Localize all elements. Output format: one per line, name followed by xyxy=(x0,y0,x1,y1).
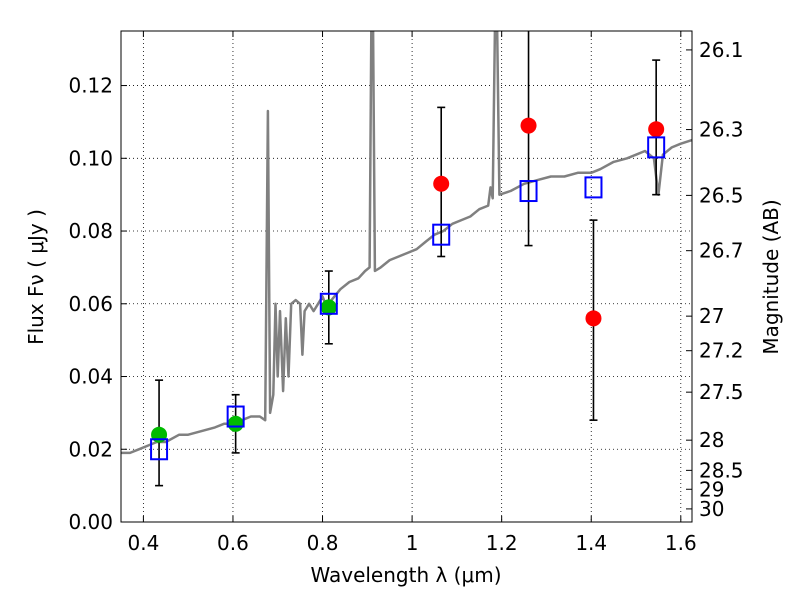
y2-tick-label: 26.5 xyxy=(699,183,744,207)
red-data-point xyxy=(585,310,602,327)
y2-tick-label: 27 xyxy=(699,304,724,328)
model-square-marker xyxy=(150,438,169,461)
y2-tick-label: 26.3 xyxy=(699,118,744,142)
y-tick-label: 0.00 xyxy=(68,510,113,534)
y2-axis-title: Magnitude (AB) xyxy=(759,199,783,354)
x-tick-label: 0.4 xyxy=(127,531,159,555)
y2-tick-label: 29 xyxy=(699,477,724,501)
model-square-marker xyxy=(432,223,451,246)
spectrum-layer xyxy=(121,31,692,455)
x-tick-label: 1.2 xyxy=(486,531,518,555)
x-axis-title: Wavelength λ (μm) xyxy=(310,563,501,587)
axes-layer: 0.4 0.6 0.8 1 1.2 1.4 1.6 0.00 0.02 0.04 0.06 0.08 0… xyxy=(68,31,744,555)
y-axis-title: Flux Fν ( μJy ) xyxy=(24,209,48,345)
y-tick-label: 0.10 xyxy=(68,146,113,170)
green-data-point xyxy=(227,415,244,432)
green-data-point xyxy=(320,299,337,316)
green-data-point xyxy=(151,426,168,443)
y-tick-label: 0.06 xyxy=(68,292,113,316)
x-tick-label: 0.8 xyxy=(307,531,339,555)
y-tick-label: 0.02 xyxy=(68,437,113,461)
red-data-point xyxy=(520,117,537,134)
x-tick-label: 1.6 xyxy=(665,531,697,555)
plot-frame xyxy=(120,30,693,523)
plot-area xyxy=(121,31,692,522)
model-square-marker xyxy=(584,176,603,199)
x-tick-label: 1 xyxy=(406,531,419,555)
y2-tick-label: 30 xyxy=(699,497,724,521)
y-tick-label: 0.04 xyxy=(68,365,113,389)
y2-tick-label: 27.5 xyxy=(699,380,744,404)
model-square-marker xyxy=(519,180,538,203)
y-tick-label: 0.12 xyxy=(68,74,113,98)
marker-layer xyxy=(150,117,666,461)
red-data-point xyxy=(433,175,450,192)
y2-tick-label: 28.5 xyxy=(699,458,744,482)
spectrum-line xyxy=(121,31,692,455)
y2-tick-label: 26.1 xyxy=(699,38,744,62)
red-data-point xyxy=(648,121,665,138)
model-square-marker xyxy=(226,405,245,428)
y-tick-label: 0.08 xyxy=(68,219,113,243)
x-tick-label: 0.6 xyxy=(217,531,249,555)
model-square-marker xyxy=(319,292,338,315)
y2-tick-label: 26.7 xyxy=(699,239,744,263)
y2-tick-label: 27.2 xyxy=(699,339,744,363)
y2-tick-label: 28 xyxy=(699,428,724,452)
model-square-marker xyxy=(647,136,666,159)
x-tick-label: 1.4 xyxy=(575,531,607,555)
